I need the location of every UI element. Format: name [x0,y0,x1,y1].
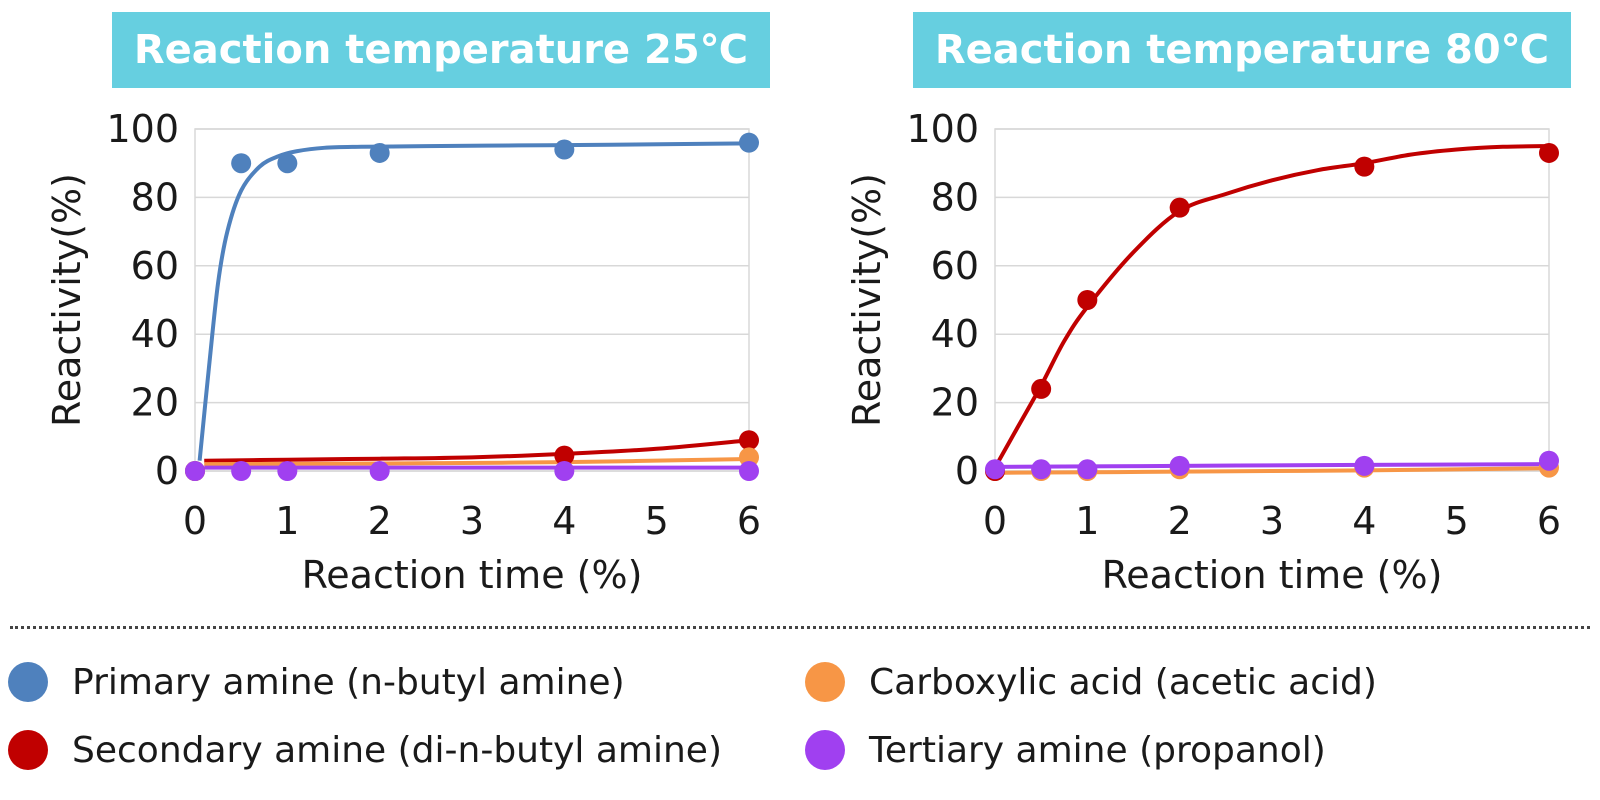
y-tick-label: 40 [131,312,179,356]
legend-label: Tertiary amine (propanol) [869,729,1326,771]
data-point-tertiary-amine-propanol [231,461,252,481]
legend-marker-secondary-amine [8,730,48,770]
data-point-tertiary-amine-propanol [739,461,759,481]
x-tick-label: 3 [1260,499,1284,543]
y-tick-label: 20 [931,381,979,425]
data-point-tertiary-amine-propanol [554,461,575,481]
legend-marker-carboxylic-acid [805,662,845,702]
series-line-tertiary-amine-propanol [994,462,1550,469]
x-tick-label: 2 [1168,499,1192,543]
data-point-tertiary-amine-propanol [1354,455,1375,476]
legend-marker-tertiary-amine [805,730,845,770]
legend-item-primary-amine: Primary amine (n-butyl amine) [8,657,625,707]
y-tick-label: 100 [906,107,979,151]
data-point-secondary-amine-di-n-butyl-amine [1169,197,1190,218]
data-point-carboxylic-acid-acetic-acid [739,447,759,468]
legend-label: Secondary amine (di-n-butyl amine) [72,729,723,771]
data-point-tertiary-amine-propanol [1169,455,1190,476]
series-line-primary-amine-n-butyl-amine [197,141,750,461]
data-point-tertiary-amine-propanol [277,461,298,481]
x-tick-label: 3 [460,499,484,543]
y-tick-label: 60 [131,244,179,288]
x-tick-label: 5 [645,499,669,543]
legend-item-secondary-amine: Secondary amine (di-n-butyl amine) [8,725,722,775]
chart-right: 0 20 40 60 80 100 0 1 2 3 4 5 6 Reaction time (%) Reac… [845,107,1561,597]
data-point-tertiary-amine-propanol [985,459,1005,480]
plot-frame [194,128,750,472]
data-point-secondary-amine-di-n-butyl-amine [1077,290,1098,310]
legend-item-carboxylic-acid: Carboxylic acid (acetic acid) [805,657,1377,707]
y-axis-label: Reactivity(%) [845,173,889,427]
chart-left: 0 20 40 60 80 100 0 1 2 3 4 5 6 Reaction time (%) Reac… [45,107,761,597]
x-tick-label: 4 [552,499,576,543]
series-line-secondary-amine-di-n-butyl-amine [204,438,750,463]
data-point-secondary-amine-di-n-butyl-amine [554,445,575,466]
y-tick-label: 0 [955,449,979,493]
y-tick-label: 40 [931,312,979,356]
chart-title-left: Reaction temperature 25℃ [112,12,770,88]
y-tick-label: 80 [931,175,979,219]
legend-marker-primary-amine [8,662,48,702]
y-tick-label: 80 [131,175,179,219]
x-tick-label: 5 [1445,499,1469,543]
legend-label: Primary amine (n-butyl amine) [72,661,625,703]
legend-label: Carboxylic acid (acetic acid) [869,661,1377,703]
data-point-tertiary-amine-propanol [1031,459,1052,480]
y-tick-label: 20 [131,381,179,425]
series-line-secondary-amine-di-n-butyl-amine [993,144,1550,469]
legend-item-tertiary-amine: Tertiary amine (propanol) [805,725,1326,775]
y-tick-label: 0 [155,449,179,493]
data-point-tertiary-amine-propanol [1077,459,1098,480]
data-point-primary-amine-n-butyl-amine [739,132,759,153]
data-point-secondary-amine-di-n-butyl-amine [739,430,759,451]
data-point-primary-amine-n-butyl-amine [277,153,298,174]
data-point-primary-amine-n-butyl-amine [231,153,252,174]
chart-title-right: Reaction temperature 80℃ [913,12,1571,88]
x-tick-label: 0 [983,499,1007,543]
data-point-tertiary-amine-propanol [369,461,390,481]
x-tick-label: 2 [368,499,392,543]
data-point-tertiary-amine-propanol [1539,450,1559,471]
data-point-secondary-amine-di-n-butyl-amine [1539,142,1559,163]
data-point-secondary-amine-di-n-butyl-amine [1354,156,1375,177]
y-tick-label: 100 [106,107,179,151]
x-tick-label: 4 [1352,499,1376,543]
data-point-primary-amine-n-butyl-amine [369,142,390,163]
x-axis-label: Reaction time (%) [302,553,643,597]
x-tick-label: 6 [1537,499,1561,543]
data-point-secondary-amine-di-n-butyl-amine [1031,378,1052,399]
y-axis-label: Reactivity(%) [45,173,89,427]
data-point-primary-amine-n-butyl-amine [554,139,575,160]
x-tick-label: 6 [737,499,761,543]
dotted-divider [10,626,1590,629]
x-tick-label: 1 [275,499,299,543]
x-axis-label: Reaction time (%) [1102,553,1443,597]
data-point-tertiary-amine-propanol [185,461,205,481]
x-tick-label: 0 [183,499,207,543]
x-tick-label: 1 [1075,499,1099,543]
y-tick-label: 60 [931,244,979,288]
